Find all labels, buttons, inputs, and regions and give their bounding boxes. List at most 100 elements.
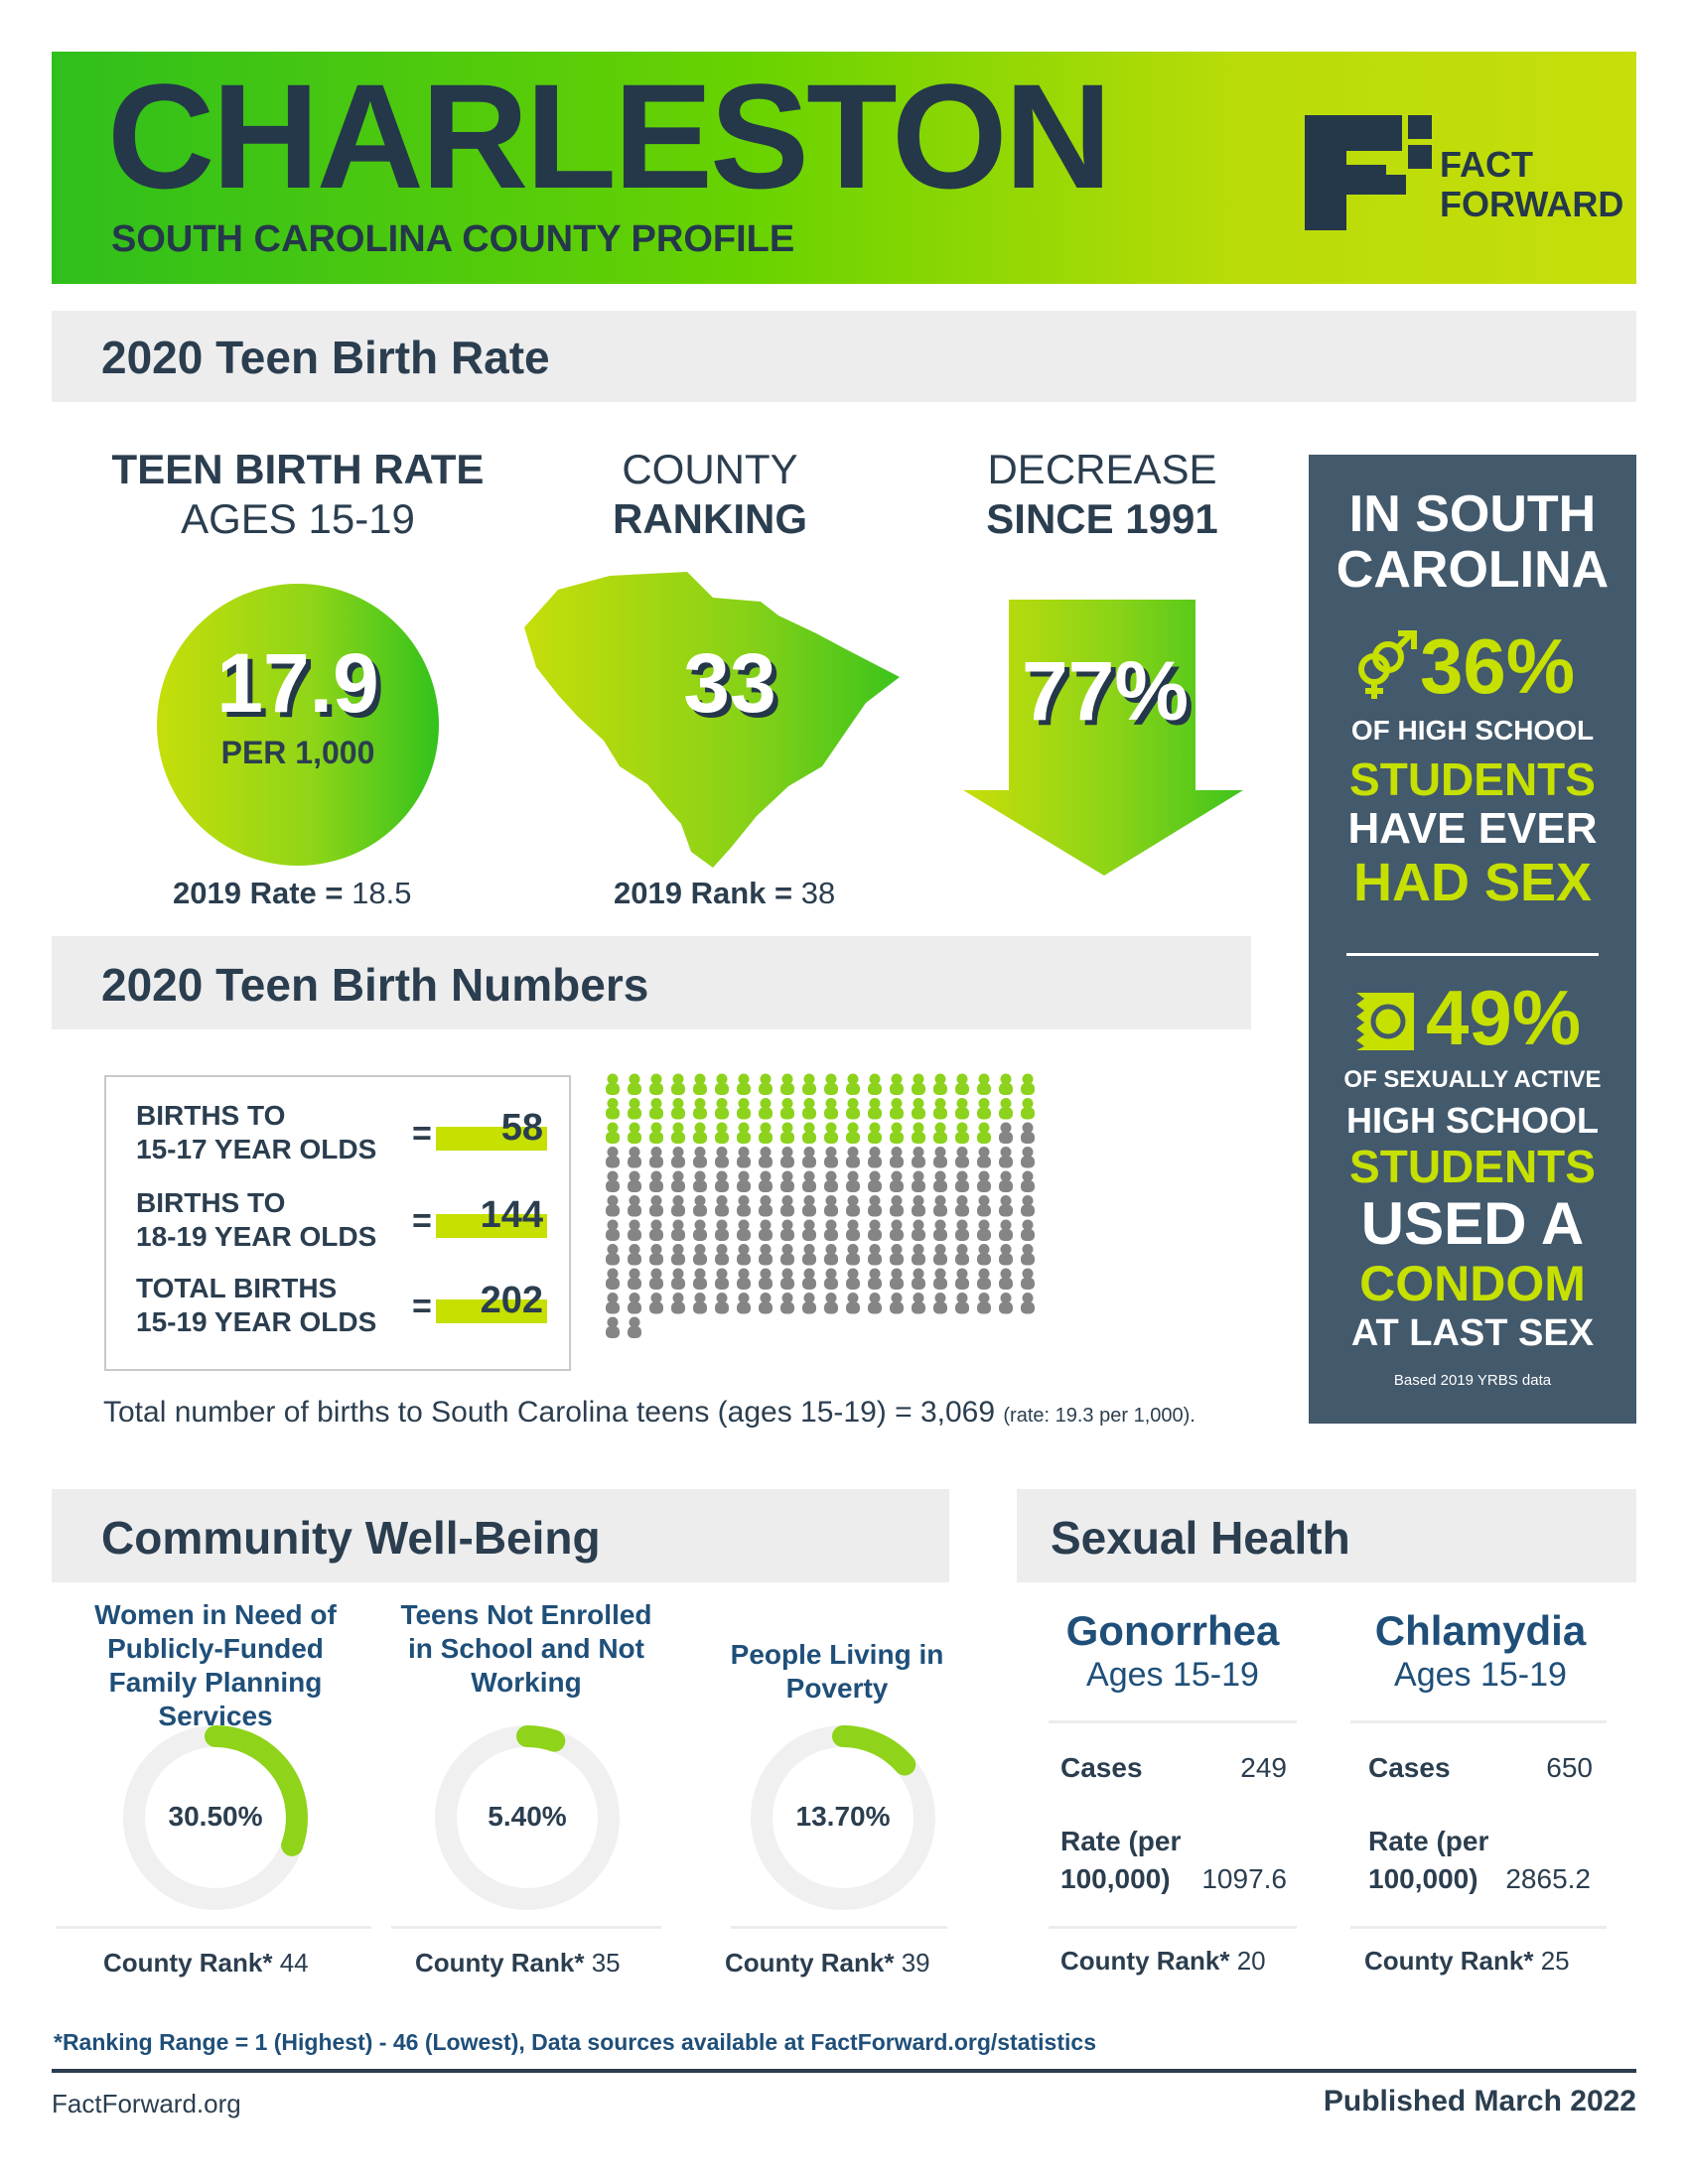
community-value-3: 13.70% (795, 1801, 891, 1832)
baby-figure-icon (955, 1268, 969, 1290)
baby-figure-icon (606, 1244, 620, 1266)
baby-figure-icon (868, 1219, 882, 1241)
births-row-2-value: 144 (480, 1194, 543, 1236)
baby-figure-icon (824, 1147, 838, 1168)
births-row-3-value: 202 (480, 1280, 543, 1321)
decrease-heading-line-2: SINCE 1991 (986, 495, 1218, 542)
baby-figure-icon (890, 1170, 904, 1192)
baby-figure-icon (628, 1170, 641, 1192)
baby-figure-icon (671, 1170, 685, 1192)
baby-figure-icon (628, 1073, 641, 1095)
fact-forward-logo: FACT FORWARD (1440, 145, 1623, 224)
baby-figure-icon (671, 1073, 685, 1095)
baby-figure-icon (955, 1147, 969, 1168)
baby-figure-icon (780, 1219, 794, 1241)
footer-website-link[interactable]: FactForward.org (52, 2089, 241, 2118)
baby-figure-icon (1021, 1244, 1035, 1266)
baby-figure-icon (780, 1195, 794, 1217)
baby-figure-icon (999, 1098, 1013, 1120)
births-row-2-label: BIRTHS TO 18-19 YEAR OLDS (136, 1186, 376, 1254)
births-row-1-value: 58 (500, 1107, 543, 1149)
baby-figure-icon (715, 1244, 729, 1266)
gonorrhea-divider-top (1049, 1720, 1297, 1723)
community-divider-3 (731, 1926, 947, 1929)
baby-figure-icon (912, 1170, 925, 1192)
baby-figure-icon (977, 1244, 991, 1266)
baby-figure-icon (737, 1268, 751, 1290)
baby-figure-icon (1021, 1170, 1035, 1192)
baby-figure-icon (868, 1098, 882, 1120)
sc-stat1-value: 36% (1420, 622, 1576, 710)
baby-figure-icon (628, 1293, 641, 1314)
teen-birth-rate-section-title: 2020 Teen Birth Rate (101, 332, 550, 383)
state-rate-text: (rate: 19.3 per 1,000). (1003, 1405, 1196, 1427)
baby-figure-icon (890, 1073, 904, 1095)
baby-figure-icon (999, 1293, 1013, 1314)
baby-figure-icon (1021, 1293, 1035, 1314)
baby-figure-icon (628, 1147, 641, 1168)
baby-figure-icon (890, 1219, 904, 1241)
baby-figure-icon (802, 1170, 816, 1192)
baby-figure-icon (780, 1073, 794, 1095)
baby-figure-icon (802, 1098, 816, 1120)
baby-figure-icon (693, 1098, 707, 1120)
community-rank-1-label: County Rank* (103, 1948, 273, 1978)
baby-figure-icon (715, 1073, 729, 1095)
baby-figure-icon (802, 1268, 816, 1290)
baby-figure-icon (846, 1073, 860, 1095)
baby-figure-icon (999, 1268, 1013, 1290)
chlamydia-rate-label-line-1: Rate (per (1368, 1826, 1489, 1856)
sc-source-note: Based 2019 YRBS data (1393, 1372, 1552, 1389)
baby-figure-icon (693, 1293, 707, 1314)
community-ring-3 (751, 1725, 935, 1910)
baby-figure-icon (606, 1268, 620, 1290)
births-row-3-label-line-1: TOTAL BIRTHS (136, 1273, 338, 1303)
sc-stat1-line-2: STUDENTS (1349, 753, 1596, 805)
baby-figure-icon (671, 1147, 685, 1168)
baby-figure-icon (628, 1098, 641, 1120)
chlamydia-rate-label: Rate (per 100,000) (1368, 1823, 1488, 1898)
gonorrhea-rank-value: 20 (1236, 1946, 1266, 1976)
baby-figure-icon (824, 1073, 838, 1095)
chlamydia-divider-bottom (1350, 1926, 1607, 1929)
condom-icon (1356, 993, 1414, 1050)
baby-figure-icon (1021, 1073, 1035, 1095)
community-ring-2 (435, 1725, 620, 1910)
baby-figure-icon (824, 1195, 838, 1217)
south-carolina-panel: IN SOUTH CAROLINA 36% OF HIGH SCHOOL STU… (1309, 455, 1636, 1424)
logo-line-2: FORWARD (1440, 184, 1624, 224)
baby-figure-icon (802, 1219, 816, 1241)
baby-figure-icon (649, 1170, 663, 1192)
baby-figure-icon (824, 1219, 838, 1241)
baby-figure-icon (846, 1098, 860, 1120)
baby-figure-icon (1021, 1219, 1035, 1241)
ranking-value: 33 (683, 636, 776, 730)
baby-figure-icon (977, 1170, 991, 1192)
gonorrhea-rate-label-line-1: Rate (per (1060, 1826, 1182, 1856)
baby-figure-icon (999, 1219, 1013, 1241)
baby-figure-icon (671, 1268, 685, 1290)
baby-figure-icon (780, 1170, 794, 1192)
baby-figure-icon (715, 1219, 729, 1241)
baby-figure-icon (824, 1170, 838, 1192)
sc-stat2-line-3: STUDENTS (1349, 1141, 1596, 1192)
rate-unit: PER 1,000 (220, 735, 375, 770)
rate-value: 17.9 (216, 636, 379, 730)
community-section-title: Community Well-Being (101, 1512, 601, 1564)
sc-stat2-line-4: USED A (1360, 1190, 1585, 1257)
community-rank-2-label: County Rank* (415, 1948, 585, 1978)
baby-figure-icon (890, 1147, 904, 1168)
chlamydia-rate-label-line-2: 100,000) (1368, 1863, 1478, 1894)
baby-figure-icon (693, 1195, 707, 1217)
baby-figure-icon (846, 1244, 860, 1266)
baby-figure-icon (1021, 1195, 1035, 1217)
prior-rank-label: 2019 Rank = (614, 876, 793, 910)
sc-heading-line-1: IN SOUTH (1348, 485, 1597, 543)
baby-figure-icon (1021, 1098, 1035, 1120)
baby-figure-icon (999, 1195, 1013, 1217)
baby-figure-icon (759, 1098, 773, 1120)
baby-figure-icon (868, 1073, 882, 1095)
baby-figure-icon (890, 1293, 904, 1314)
state-total-text: Total number of births to South Carolina… (103, 1396, 996, 1429)
baby-figure-icon (759, 1122, 773, 1144)
